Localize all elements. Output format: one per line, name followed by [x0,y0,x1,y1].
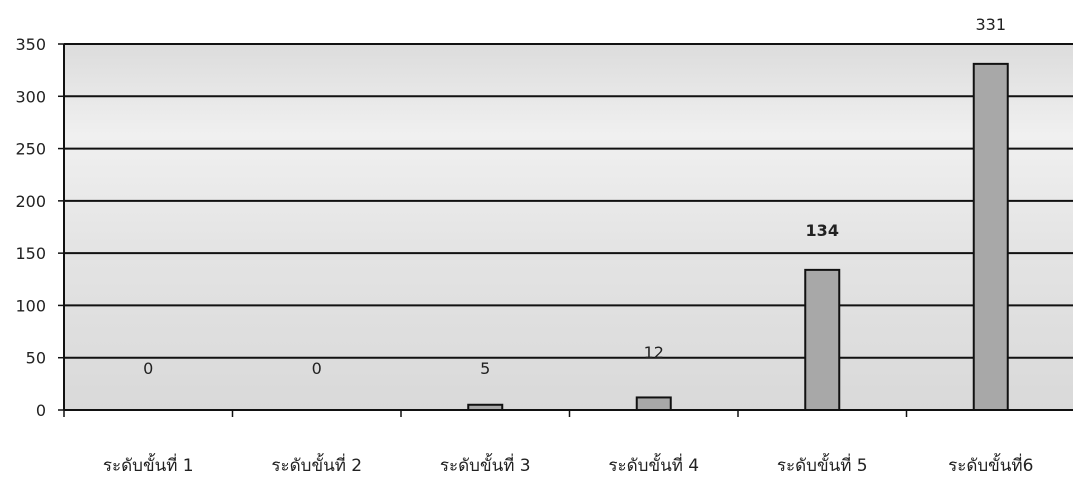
data-label: 12 [644,343,664,362]
data-label: 0 [312,359,322,378]
bars [467,62,1009,412]
x-category-label: ระดับขั้นที่ 2 [271,453,362,476]
labels: 0 50 100 150 200 250 300 350 0 ระดับขั้นที่ 1 0 ระด… [15,15,1033,476]
y-tick-label: 150 [15,244,46,263]
bar [635,396,672,411]
data-label: 331 [975,15,1006,34]
y-tick-label: 200 [15,192,46,211]
y-tick-label: 250 [15,140,46,159]
data-label: 134 [806,221,839,240]
y-tick-label: 0 [36,401,46,420]
y-tick-label: 100 [15,296,46,315]
x-category-label: ระดับขั้นที่6 [948,453,1033,476]
gridlines [64,43,1073,359]
y-tick-label: 350 [15,35,46,54]
x-category-label: ระดับขั้นที่ 1 [103,453,194,476]
data-label: 5 [480,359,490,378]
y-tick-label: 300 [15,87,46,106]
axes [58,43,1073,417]
y-tick-label: 50 [26,349,46,368]
bar [804,268,841,412]
data-label: 0 [143,359,153,378]
plot-area [64,44,1073,410]
x-category-label: ระดับขั้นที่ 4 [608,453,699,476]
x-category-label: ระดับขั้นที่ 5 [777,453,868,476]
x-category-label: ระดับขั้นที่ 3 [440,453,531,476]
bar [972,62,1009,412]
